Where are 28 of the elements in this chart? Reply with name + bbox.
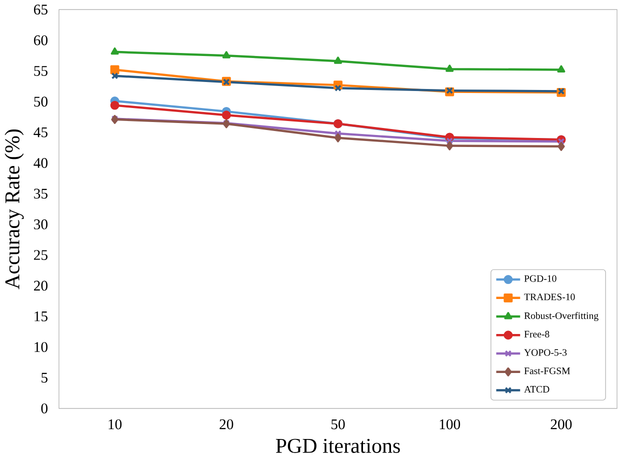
y-tick-label: 5 — [42, 373, 48, 383]
x-tick-label: 20 — [220, 420, 234, 430]
y-tick-label: 30 — [34, 220, 48, 230]
x-tick-label: 50 — [332, 420, 345, 430]
y-tick-label: 55 — [34, 66, 48, 76]
legend-label: Free-8 — [524, 331, 550, 338]
x-tick-label: 100 — [440, 420, 460, 430]
x-axis-title: PGD iterations — [276, 439, 400, 454]
y-tick-label: 20 — [34, 280, 48, 291]
legend-label: Fast-FGSM — [524, 368, 570, 374]
y-tick-label: 25 — [34, 250, 48, 260]
legend-label: YOPO-5-3 — [524, 349, 567, 356]
legend-label: TRADES-10 — [524, 294, 575, 300]
y-axis-title: Accuracy Rate (%) — [4, 130, 24, 290]
y-tick-label: 35 — [34, 188, 48, 199]
y-tick-label: 60 — [34, 36, 48, 46]
y-tick-label: 15 — [34, 312, 48, 322]
y-tick-label: 40 — [34, 158, 48, 168]
x-tick-label: 10 — [108, 420, 122, 430]
legend-label: PGD-10 — [524, 275, 556, 282]
y-tick-label: 45 — [34, 128, 48, 138]
y-tick-label: 65 — [34, 4, 48, 15]
y-tick-label: 50 — [34, 96, 48, 107]
legend-label: Robust-Overfitting — [524, 312, 598, 322]
y-tick-label: 0 — [41, 404, 48, 414]
legend-label: ATCD — [524, 386, 550, 393]
x-tick-label: 200 — [550, 420, 572, 430]
y-tick-label: 10 — [34, 342, 48, 352]
